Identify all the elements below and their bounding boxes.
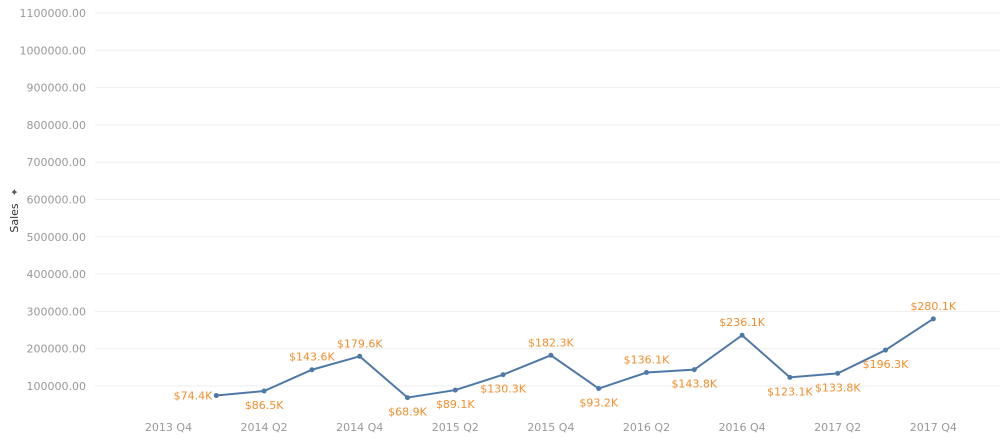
data-label: $89.1K <box>436 398 475 411</box>
data-label: $196.3K <box>863 358 909 371</box>
data-label: $130.3K <box>480 383 526 396</box>
data-point[interactable] <box>213 393 219 399</box>
y-tick-label: 100000.00 <box>27 380 87 393</box>
data-point[interactable] <box>930 316 936 322</box>
data-point[interactable] <box>739 332 745 338</box>
x-tick-label: 2013 Q4 <box>145 421 192 434</box>
data-label: $68.9K <box>388 406 427 419</box>
x-tick-label: 2017 Q4 <box>910 421 957 434</box>
x-tick-label: 2014 Q4 <box>336 421 383 434</box>
y-axis-title[interactable]: Sales ✦ <box>8 188 21 233</box>
data-label: $133.8K <box>815 381 861 394</box>
y-axis-ticks: 100000.00 200000.00 300000.00 400000.00 5000… <box>20 7 86 393</box>
y-tick-label: 700000.00 <box>27 156 87 169</box>
data-point[interactable] <box>452 387 458 393</box>
x-tick-label: 2014 Q2 <box>241 421 288 434</box>
data-label: $179.6K <box>337 337 383 350</box>
y-tick-label: 1000000.00 <box>20 44 86 57</box>
y-tick-label: 1100000.00 <box>20 7 86 20</box>
x-axis-ticks: 2013 Q4 2014 Q2 2014 Q4 2015 Q2 2015 Q4 2016 … <box>145 421 957 434</box>
data-label: $93.2K <box>579 397 618 410</box>
data-label: $182.3K <box>528 336 574 349</box>
x-tick-label: 2016 Q2 <box>623 421 670 434</box>
data-point[interactable] <box>500 372 506 378</box>
y-tick-label: 200000.00 <box>27 343 87 356</box>
y-tick-label: 800000.00 <box>27 119 87 132</box>
data-label: $86.5K <box>245 399 284 412</box>
y-axis-label: Sales <box>8 203 21 233</box>
y-tick-label: 900000.00 <box>27 82 87 95</box>
data-point[interactable] <box>548 352 554 358</box>
data-label: $136.1K <box>624 354 670 367</box>
data-labels: $74.4K $86.5K $143.6K$179.6K $68.9K $89.1K $1… <box>174 300 957 419</box>
x-tick-label: 2015 Q2 <box>432 421 479 434</box>
pin-icon: ✦ <box>10 188 21 196</box>
data-point[interactable] <box>596 386 602 392</box>
data-label: $143.6K <box>289 351 335 364</box>
data-label: $280.1K <box>910 300 956 313</box>
data-point[interactable] <box>644 370 649 376</box>
data-point[interactable] <box>691 367 697 373</box>
x-tick-label: 2016 Q4 <box>719 421 766 434</box>
x-tick-label: 2015 Q4 <box>527 421 574 434</box>
y-tick-label: 400000.00 <box>27 268 87 281</box>
data-point[interactable] <box>787 374 793 380</box>
data-point[interactable] <box>883 347 888 353</box>
sales-line <box>216 317 934 399</box>
x-tick-label: 2017 Q2 <box>814 421 861 434</box>
data-label: $123.1K <box>767 385 813 398</box>
y-tick-label: 500000.00 <box>27 231 87 244</box>
data-label: $236.1K <box>719 316 765 329</box>
series-sales <box>213 316 936 401</box>
data-point[interactable] <box>835 370 841 376</box>
data-point[interactable] <box>405 395 410 401</box>
data-label: $74.4K <box>174 390 213 403</box>
data-point[interactable] <box>261 388 267 394</box>
data-label: $143.8K <box>671 378 717 391</box>
grid-lines <box>95 12 1000 387</box>
y-tick-label: 600000.00 <box>27 194 87 207</box>
data-point[interactable] <box>357 353 363 359</box>
y-tick-label: 300000.00 <box>27 305 87 318</box>
data-point[interactable] <box>309 367 315 373</box>
